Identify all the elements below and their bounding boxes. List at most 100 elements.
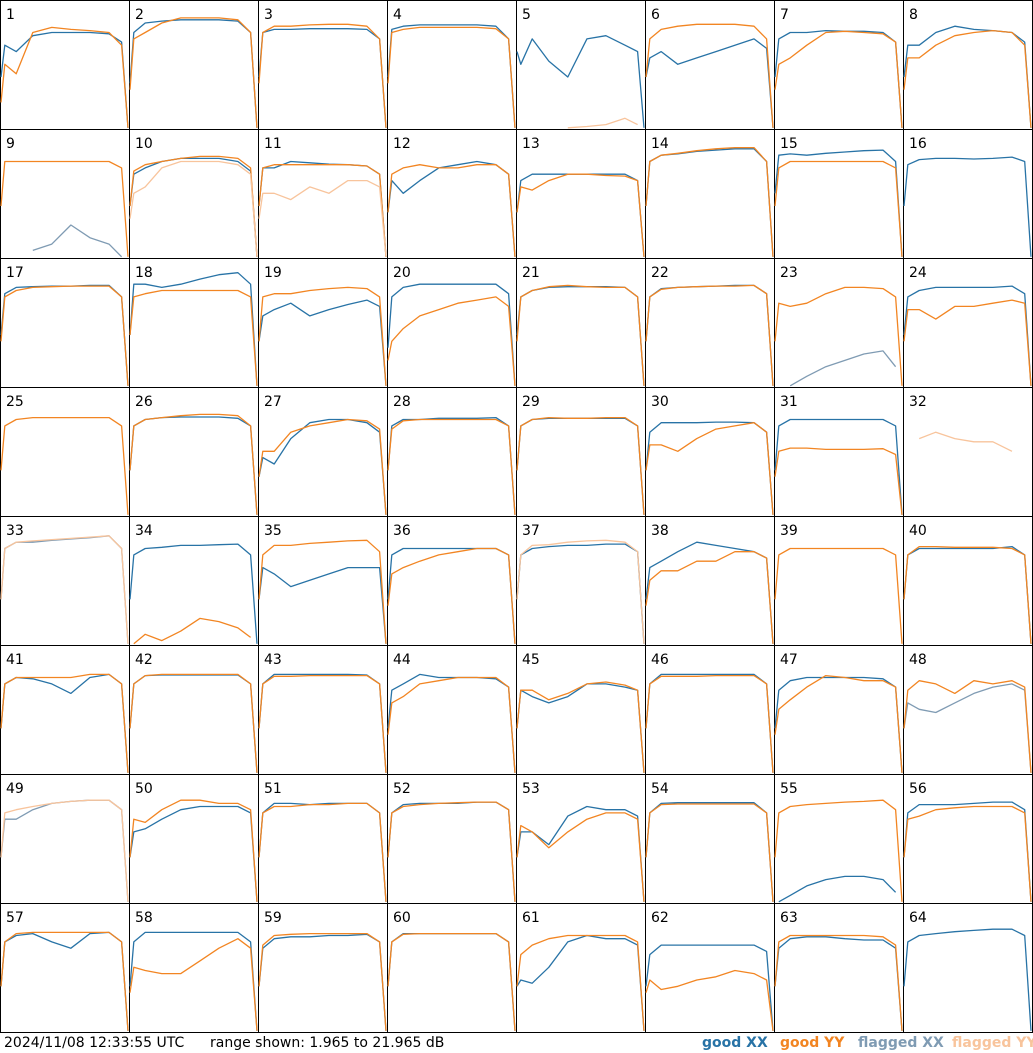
panel-plot xyxy=(774,799,903,903)
panel-plot xyxy=(387,801,516,902)
spectrum-line xyxy=(387,547,516,644)
panel-number: 21 xyxy=(522,265,540,281)
spectrum-line xyxy=(258,299,387,386)
panel-number: 26 xyxy=(135,394,153,410)
panel-plot xyxy=(129,413,258,515)
spectrum-line xyxy=(258,932,387,1031)
panel xyxy=(258,774,388,904)
panel-plot xyxy=(645,944,774,1031)
panel-number: 23 xyxy=(780,265,798,281)
spectrum-line xyxy=(645,944,774,1031)
panel-number: 7 xyxy=(780,7,789,23)
panel-number: 63 xyxy=(780,910,798,926)
spectrum-line xyxy=(516,539,645,644)
legend-entry: flagged XX xyxy=(858,1035,944,1051)
panel-number: 53 xyxy=(522,781,540,797)
panel-plot xyxy=(774,934,903,1031)
spectrum-line xyxy=(387,676,516,773)
spectrum-line xyxy=(516,681,645,773)
spectrum-line xyxy=(258,164,387,257)
spectrum-line xyxy=(567,117,638,129)
panel-number: 5 xyxy=(522,7,531,23)
spectrum-line xyxy=(387,24,516,128)
panel-number: 12 xyxy=(393,136,411,152)
panel xyxy=(516,774,646,904)
panel-plot xyxy=(516,284,645,386)
panel-plot xyxy=(516,173,645,257)
panel xyxy=(0,774,130,904)
panel xyxy=(129,516,259,646)
spectrum-line xyxy=(645,146,774,257)
panel-plot xyxy=(645,541,774,644)
spectrum-line xyxy=(258,179,387,257)
spectrum-line xyxy=(774,418,903,515)
panel xyxy=(774,258,904,388)
spectrum-line xyxy=(645,284,774,386)
spectrum-line xyxy=(903,156,1032,257)
spectrum-line xyxy=(0,416,129,515)
spectrum-line xyxy=(645,422,774,515)
spectrum-line xyxy=(903,545,1032,644)
spectrum-line xyxy=(387,416,516,515)
spectrum-line xyxy=(258,674,387,773)
panel-plot xyxy=(129,931,258,1031)
panel-plot xyxy=(774,418,903,515)
panel xyxy=(645,903,775,1033)
panel-number: 33 xyxy=(6,523,24,539)
spectrum-line xyxy=(387,164,516,257)
panel-number: 44 xyxy=(393,652,411,668)
panel xyxy=(903,0,1033,130)
panel-plot xyxy=(387,932,516,1031)
panel xyxy=(0,0,130,130)
panel xyxy=(645,774,775,904)
panel-number: 55 xyxy=(780,781,798,797)
panel-plot xyxy=(129,272,258,386)
panel xyxy=(903,516,1033,646)
panel-plot xyxy=(387,160,516,257)
spectrum-line xyxy=(918,431,1013,452)
panel-number: 56 xyxy=(909,781,927,797)
panel xyxy=(0,129,130,259)
panel xyxy=(258,129,388,259)
panel-plot xyxy=(516,539,645,644)
panel xyxy=(516,516,646,646)
panel xyxy=(645,0,775,130)
panel-plot xyxy=(774,149,903,257)
spectrum-line xyxy=(129,673,258,773)
panel-plot xyxy=(258,802,387,902)
spectrum-line xyxy=(387,283,516,386)
panel-plot xyxy=(645,673,774,773)
panel-number: 8 xyxy=(909,7,918,23)
spectrum-line xyxy=(645,23,774,128)
spectrum-line xyxy=(258,418,387,515)
panel-number: 2 xyxy=(135,7,144,23)
spectrum-line xyxy=(774,447,903,515)
panel-number: 51 xyxy=(264,781,282,797)
panel xyxy=(258,258,388,388)
panel-number: 9 xyxy=(6,136,15,152)
spectrum-line xyxy=(778,875,897,903)
panel-number: 41 xyxy=(6,652,24,668)
spectrum-line xyxy=(129,157,258,257)
panel-number: 4 xyxy=(393,7,402,23)
panel xyxy=(129,129,259,259)
spectrum-line xyxy=(645,674,774,773)
spectrum-line xyxy=(129,413,258,515)
panel xyxy=(516,0,646,130)
spectrum-line xyxy=(903,683,1032,773)
panel-number: 20 xyxy=(393,265,411,281)
panel-plot xyxy=(645,802,774,902)
panel-plot xyxy=(903,928,1032,1031)
spectrum-line xyxy=(129,160,258,257)
spectrum-line xyxy=(516,173,645,257)
spectrum-line xyxy=(774,676,903,773)
spectrum-line xyxy=(774,160,903,257)
panel-number: 28 xyxy=(393,394,411,410)
panel-number: 14 xyxy=(651,136,669,152)
panel xyxy=(903,258,1033,388)
spectrum-line xyxy=(0,799,129,902)
panel-number: 50 xyxy=(135,781,153,797)
panel-plot xyxy=(903,545,1032,644)
panel-number: 18 xyxy=(135,265,153,281)
